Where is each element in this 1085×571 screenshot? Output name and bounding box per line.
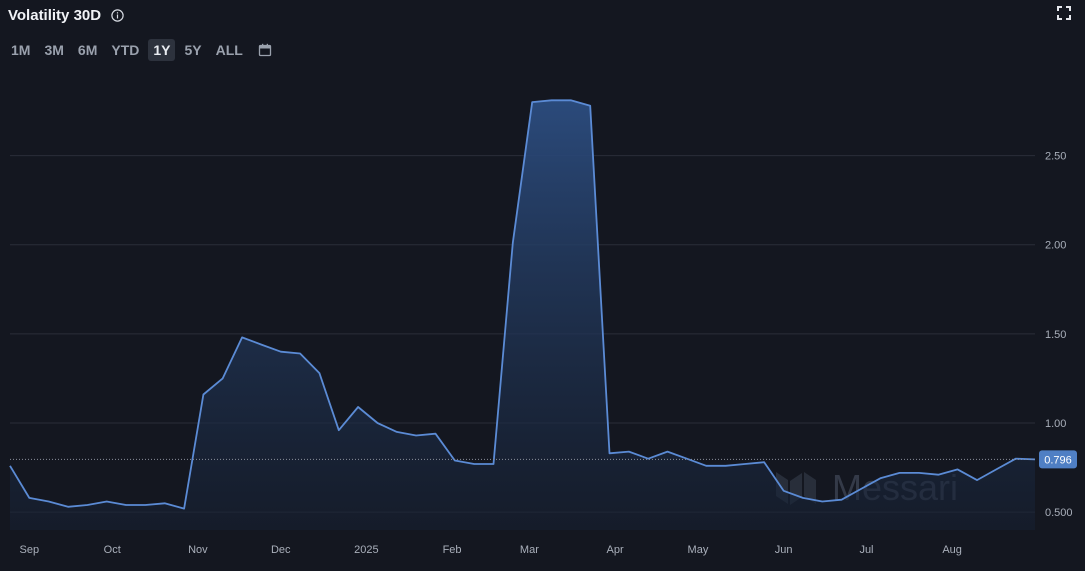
y-tick-label: 1.50	[1045, 329, 1066, 341]
x-tick-label: Feb	[443, 544, 462, 556]
x-tick-label: 2025	[354, 544, 378, 556]
x-tick-label: Dec	[271, 544, 291, 556]
y-tick-label: 2.00	[1045, 240, 1066, 252]
series-fill	[10, 100, 1035, 530]
y-tick-label: 1.00	[1045, 418, 1066, 430]
x-tick-label: Nov	[188, 544, 208, 556]
y-tick-label: 0.500	[1045, 507, 1073, 519]
x-tick-label: Apr	[606, 544, 623, 556]
x-tick-label: May	[688, 544, 709, 556]
x-tick-label: Aug	[942, 544, 962, 556]
y-tick-label: 2.50	[1045, 151, 1066, 163]
x-tick-label: Oct	[104, 544, 121, 556]
x-tick-label: Sep	[20, 544, 40, 556]
x-tick-label: Jul	[859, 544, 873, 556]
series-area	[10, 100, 1035, 530]
x-tick-label: Jun	[775, 544, 793, 556]
last-value-label: 0.796	[1044, 454, 1072, 466]
x-tick-label: Mar	[520, 544, 539, 556]
